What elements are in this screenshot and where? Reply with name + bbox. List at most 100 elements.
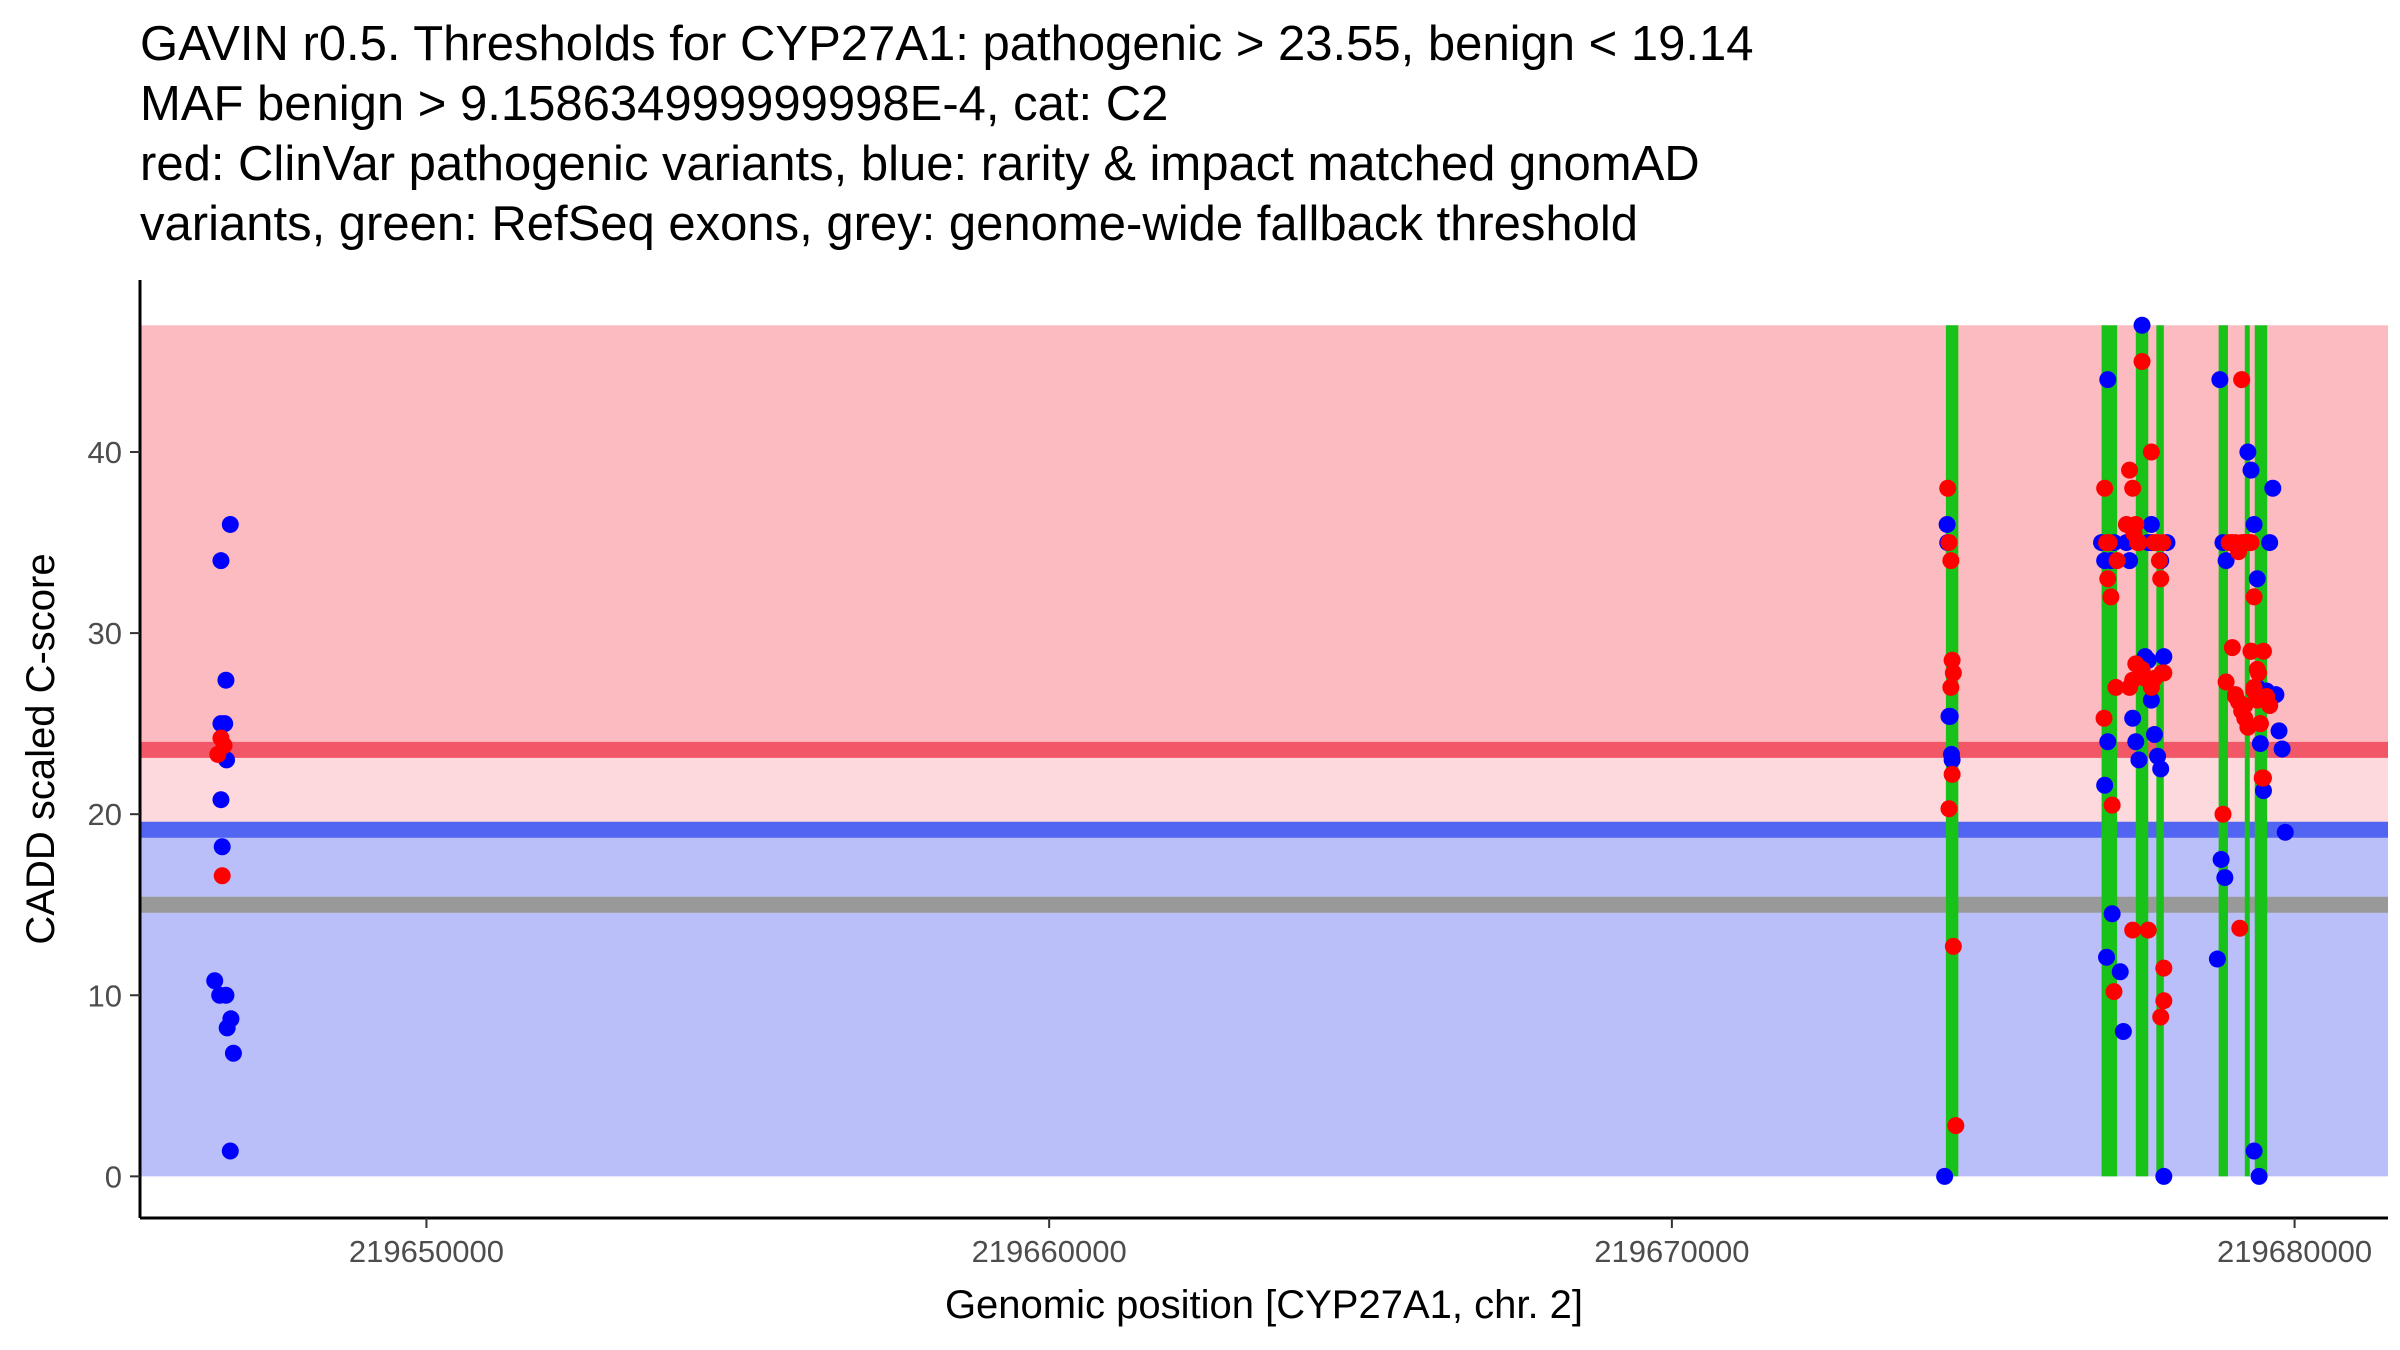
- gnomad-variant-point: [2111, 963, 2129, 981]
- gnomad-variant-point: [2245, 515, 2263, 533]
- pathogenic-variant-point: [2125, 525, 2143, 543]
- y-tick-label: 0: [105, 1159, 122, 1194]
- axes: 0 10 20 30 40 219650000 219660000 219670000 2196…: [88, 280, 2388, 1269]
- pathogenic-variant-point: [2231, 919, 2249, 937]
- pathogenic-variant-point: [1940, 534, 1958, 552]
- gnomad-variant-point: [1936, 1167, 1954, 1185]
- pathogenic-variant-point: [2254, 642, 2272, 660]
- pathogenic-variant-point: [1943, 765, 1961, 783]
- gnomad-variant-point: [206, 972, 224, 990]
- pathogenic-variant-point: [1939, 479, 1957, 497]
- pathogenic-variant-point: [2155, 664, 2173, 682]
- gnomad-variant-point: [2251, 735, 2269, 753]
- pathogenic-variant-point: [2233, 534, 2251, 552]
- gnomad-variant-point: [217, 986, 235, 1004]
- pathogenic-variant-point: [2142, 443, 2160, 461]
- gnomad-variant-point: [2127, 733, 2145, 751]
- y-tick-label: 10: [88, 978, 122, 1013]
- gnomad-variant-point: [2124, 709, 2142, 727]
- gnomad-variant-point: [2145, 726, 2163, 744]
- gnomad-variant-point: [2250, 1167, 2268, 1185]
- pathogenic-variant-point: [2155, 992, 2173, 1010]
- gnomad-variant-point: [2142, 691, 2160, 709]
- pathogenic-variant-point: [2133, 352, 2151, 370]
- pathogenic-variant-point: [2139, 921, 2157, 939]
- pathogenic-variant-point: [2152, 1008, 2170, 1026]
- gnomad-variant-point: [2273, 740, 2291, 758]
- gnomad-variant-point: [212, 552, 230, 570]
- title-line-2: MAF benign > 9.158634999999998E-4, cat: …: [140, 77, 1169, 131]
- variant-points: [206, 316, 2294, 1185]
- gnomad-variant-point: [2098, 948, 2116, 966]
- chart-title: GAVIN r0.5. Thresholds for CYP27A1: path…: [140, 14, 2340, 254]
- gnomad-variant-point: [2254, 782, 2272, 800]
- gnomad-variant-point: [218, 1019, 236, 1037]
- title-line-3: red: ClinVar pathogenic variants, blue: …: [140, 137, 1700, 191]
- y-tick-label: 40: [88, 435, 122, 470]
- pathogenic-variant-point: [2103, 796, 2121, 814]
- gnomad-variant-point: [2264, 479, 2282, 497]
- x-tick-label: 219680000: [2217, 1234, 2372, 1269]
- y-axis-label: CADD scaled C-score: [19, 553, 63, 944]
- x-axis-label: Genomic position [CYP27A1, chr. 2]: [945, 1283, 1583, 1327]
- gnomad-variant-point: [2130, 751, 2148, 769]
- pathogenic-variant-point: [1947, 1117, 1965, 1135]
- gnomad-variant-point: [2212, 850, 2230, 868]
- gnomad-variant-point: [1940, 707, 1958, 725]
- gnomad-variant-point: [2099, 371, 2117, 389]
- pathogenic-variant-point: [1942, 678, 1960, 696]
- exon-bar: [2218, 325, 2228, 1177]
- pathogenic-variant-point: [2217, 673, 2235, 691]
- benign-band: [140, 829, 2388, 1177]
- gnomad-variant-point: [2096, 776, 2114, 794]
- gnomad-variant-point: [2216, 869, 2234, 887]
- title-line-4: variants, green: RefSeq exons, grey: gen…: [140, 197, 1639, 251]
- pathogenic-variant-point: [2226, 687, 2244, 705]
- y-tick-label: 30: [88, 616, 122, 651]
- gnomad-variant-point: [2121, 552, 2139, 570]
- pathogenic-variant-point: [2105, 983, 2123, 1001]
- exon-bar: [2101, 325, 2118, 1177]
- pathogenic-variant-point: [213, 867, 231, 885]
- pathogenic-variant-point: [1943, 651, 1961, 669]
- gnomad-variant-point: [2208, 950, 2226, 968]
- exon-bar: [2244, 325, 2250, 1177]
- gnomad-variant-point: [2239, 443, 2257, 461]
- pathogenic-variant-point: [209, 745, 227, 763]
- gnomad-variant-point: [2270, 722, 2288, 740]
- gnomad-variant-point: [2114, 1022, 2132, 1040]
- gnomad-variant-point: [2217, 552, 2235, 570]
- pathogenic-variant-point: [2249, 664, 2267, 682]
- gnomad-variant-point: [2103, 905, 2121, 923]
- gnomad-variant-point: [2276, 823, 2294, 841]
- gnomad-variant-point: [2152, 760, 2170, 778]
- gnomad-variant-point: [212, 791, 230, 809]
- title-line-1: GAVIN r0.5. Thresholds for CYP27A1: path…: [140, 17, 1754, 71]
- pathogenic-variant-point: [2096, 479, 2114, 497]
- intermediate-band: [140, 749, 2388, 830]
- gnomad-variant-point: [2133, 316, 2151, 334]
- gnomad-variant-point: [2155, 648, 2173, 666]
- x-tick-label: 219650000: [349, 1234, 504, 1269]
- pathogenic-variant-point: [2124, 479, 2142, 497]
- threshold-lines: [140, 741, 2388, 913]
- pathogenic-variant-point: [2245, 678, 2263, 696]
- pathogenic-band: [140, 325, 2388, 750]
- gnomad-variant-point: [2099, 733, 2117, 751]
- pathogenic-variant-point: [2107, 678, 2125, 696]
- gnomad-variant-point: [1943, 751, 1961, 769]
- pathogenic-variant-point: [1942, 552, 1960, 570]
- threshold-bands: [140, 325, 2388, 1177]
- pathogenic-variant-point: [1944, 664, 1962, 682]
- gnomad-variant-point: [216, 715, 234, 733]
- x-tick-label: 219670000: [1594, 1234, 1749, 1269]
- gnomad-variant-point: [213, 838, 231, 856]
- pathogenic-variant-point: [2251, 715, 2269, 733]
- gnomad-variant-point: [221, 1142, 239, 1160]
- pathogenic-variant-point: [2108, 552, 2126, 570]
- pathogenic-variant-point: [2242, 642, 2260, 660]
- gnomad-variant-point: [2245, 1142, 2263, 1160]
- pathogenic-variant-point: [2155, 959, 2173, 977]
- pathogenic-variant-point: [2095, 709, 2113, 727]
